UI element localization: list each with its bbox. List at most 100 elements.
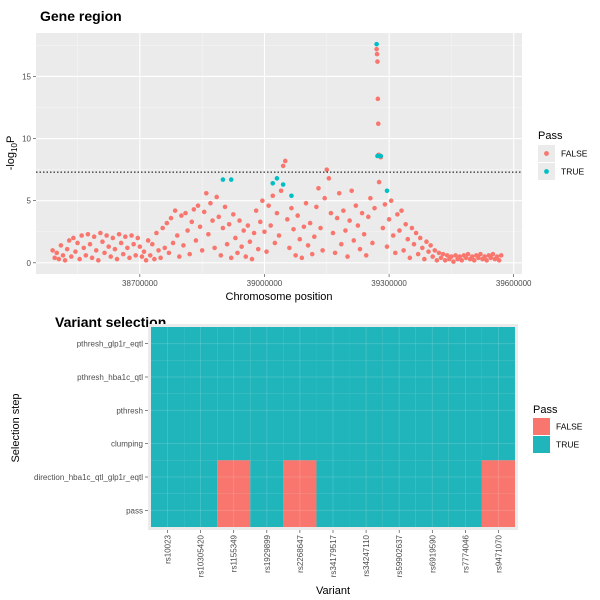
cell-pass-true bbox=[250, 427, 284, 461]
point-false bbox=[260, 198, 265, 204]
y-tick-label: 5 bbox=[27, 197, 32, 206]
cell-pass-false bbox=[283, 460, 317, 494]
heatmap-x-axis-label: Variant bbox=[316, 585, 350, 597]
point-false bbox=[376, 179, 382, 185]
point-false bbox=[299, 255, 305, 261]
heatmap-legend-title: Pass bbox=[533, 404, 558, 416]
point-false bbox=[214, 194, 219, 200]
point-false bbox=[428, 243, 433, 248]
x-tick-label: rs1929899 bbox=[263, 534, 272, 572]
point-false bbox=[482, 254, 487, 259]
point-false bbox=[357, 246, 363, 252]
point-false bbox=[484, 258, 489, 263]
scatter-title: Gene region bbox=[40, 8, 122, 24]
cell-pass-true bbox=[349, 360, 383, 394]
point-false bbox=[370, 240, 375, 246]
y-tick-label: 0 bbox=[27, 259, 32, 268]
point-false bbox=[328, 210, 334, 216]
point-false bbox=[459, 258, 465, 263]
point-false bbox=[108, 254, 114, 259]
point-false bbox=[251, 230, 257, 236]
legend-key-false bbox=[544, 151, 549, 156]
point-false bbox=[152, 256, 157, 262]
point-false bbox=[204, 190, 209, 196]
point-false bbox=[160, 225, 165, 231]
point-false bbox=[87, 241, 93, 247]
cell-pass-true bbox=[481, 393, 515, 427]
point-false bbox=[303, 200, 309, 206]
point-false bbox=[465, 251, 471, 257]
cell-pass-true bbox=[349, 393, 383, 427]
cell-pass-true bbox=[415, 360, 449, 394]
point-false bbox=[363, 253, 369, 258]
point-false bbox=[58, 243, 64, 248]
point-false bbox=[322, 195, 327, 201]
cell-pass-true bbox=[316, 360, 350, 394]
point-false bbox=[293, 253, 298, 258]
cell-pass-true bbox=[151, 360, 185, 394]
cell-pass-true bbox=[184, 427, 218, 461]
cell-pass-true bbox=[283, 427, 317, 461]
point-false bbox=[374, 46, 379, 52]
point-false bbox=[469, 254, 475, 259]
cell-pass-true bbox=[283, 360, 317, 394]
x-tick-label: rs6919590 bbox=[428, 534, 437, 572]
point-false bbox=[110, 235, 116, 241]
point-false bbox=[183, 210, 188, 216]
point-false bbox=[156, 248, 161, 253]
legend-label-true: TRUE bbox=[561, 167, 584, 177]
point-false bbox=[436, 250, 442, 256]
cell-pass-true bbox=[151, 460, 185, 494]
point-false bbox=[453, 253, 458, 258]
cell-pass-true bbox=[250, 460, 284, 494]
cell-pass-true bbox=[151, 427, 185, 461]
point-false bbox=[476, 255, 481, 261]
point-false bbox=[347, 218, 352, 223]
point-false bbox=[301, 224, 307, 230]
point-false bbox=[417, 235, 423, 241]
point-false bbox=[426, 249, 431, 254]
point-false bbox=[197, 224, 203, 230]
scatter-plot-background bbox=[36, 33, 522, 274]
point-false bbox=[177, 254, 182, 259]
point-false bbox=[247, 239, 253, 244]
point-false bbox=[330, 230, 336, 236]
x-tick-label: 39300000 bbox=[371, 279, 407, 288]
point-false bbox=[193, 238, 199, 243]
point-false bbox=[345, 254, 350, 259]
cell-pass-true bbox=[448, 327, 482, 361]
point-false bbox=[93, 248, 99, 253]
point-false bbox=[64, 246, 70, 252]
cell-pass-true bbox=[415, 460, 449, 494]
point-false bbox=[98, 230, 103, 236]
point-false bbox=[393, 250, 398, 256]
point-false bbox=[131, 241, 136, 247]
point-false bbox=[307, 220, 313, 226]
point-false bbox=[395, 212, 400, 217]
point-false bbox=[264, 249, 269, 254]
point-false bbox=[185, 228, 190, 233]
point-false bbox=[172, 208, 178, 213]
point-false bbox=[181, 243, 186, 248]
point-false bbox=[179, 213, 184, 218]
x-tick-label: 39600000 bbox=[496, 279, 532, 288]
point-false bbox=[390, 233, 396, 238]
point-false bbox=[201, 209, 207, 215]
point-false bbox=[208, 200, 213, 206]
point-false bbox=[137, 244, 143, 249]
point-false bbox=[440, 251, 446, 257]
point-false bbox=[341, 208, 346, 213]
x-tick-label: rs34247110 bbox=[362, 534, 371, 576]
point-false bbox=[420, 245, 425, 251]
heatmap-title: Variant selection bbox=[55, 314, 166, 330]
cell-pass-true bbox=[316, 393, 350, 427]
cell-pass-true bbox=[184, 493, 218, 527]
point-false bbox=[233, 235, 238, 241]
point-false bbox=[413, 230, 419, 236]
point-false bbox=[422, 256, 427, 262]
point-false bbox=[380, 225, 386, 231]
point-false bbox=[353, 203, 359, 208]
cell-pass-true bbox=[316, 460, 350, 494]
cell-pass-true bbox=[151, 493, 185, 527]
